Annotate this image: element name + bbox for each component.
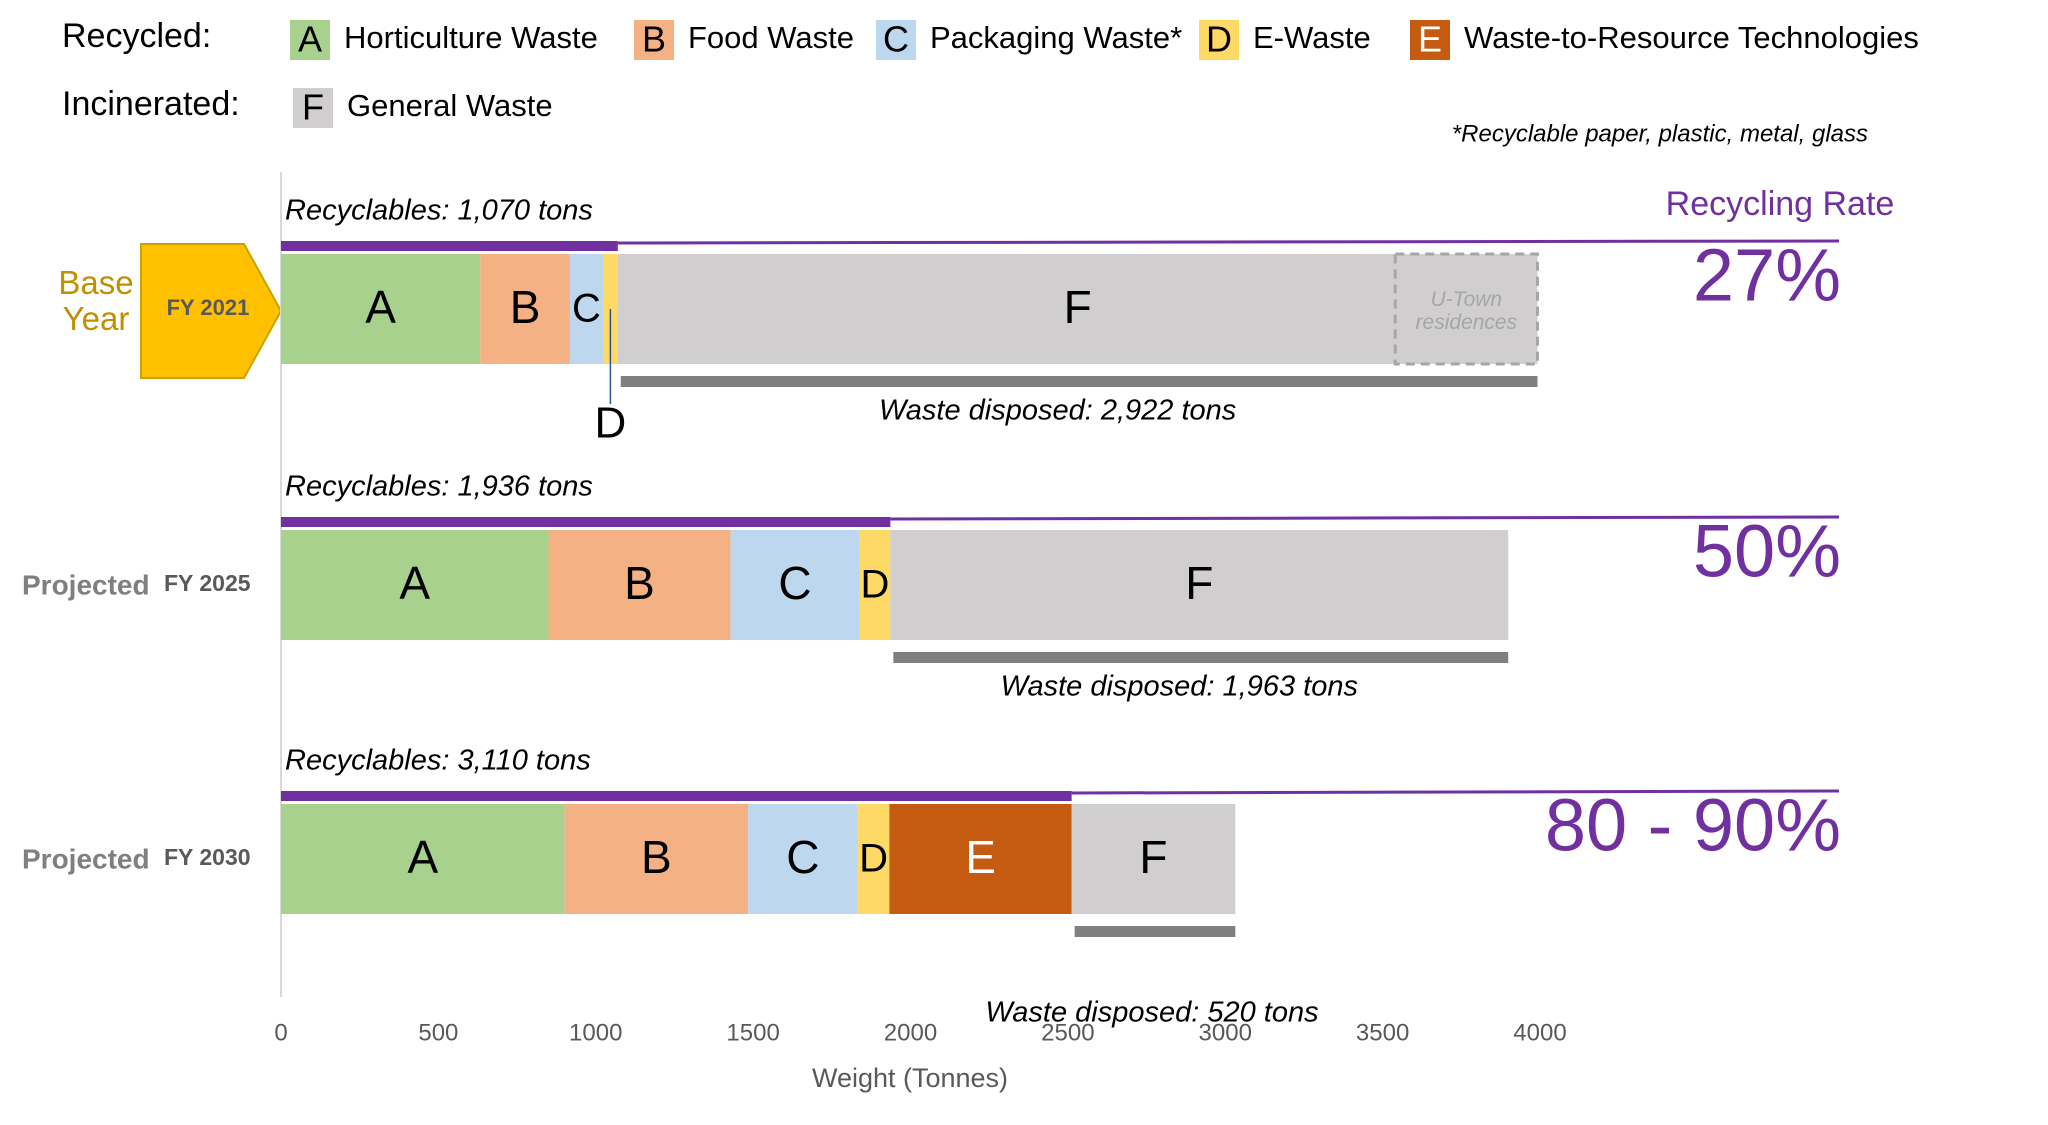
legend-label: E-Waste — [1253, 20, 1371, 55]
bar-segment — [569, 254, 603, 364]
legend-swatch — [1410, 20, 1450, 60]
rate-guide — [890, 515, 1840, 521]
segment-letter: D — [860, 563, 889, 607]
segment-letter: A — [365, 281, 396, 333]
legend-swatch — [293, 88, 333, 128]
bar-segment — [748, 804, 858, 914]
legend-label: Horticulture Waste — [344, 20, 598, 55]
legend-group-label: Incinerated: — [62, 85, 240, 123]
recyclables-bar — [281, 517, 891, 527]
segment-letter: D — [594, 399, 626, 448]
bar-segment — [890, 530, 1509, 640]
legend-swatch — [634, 20, 674, 60]
disposed-label: Waste disposed: 1,963 tons — [1001, 671, 1358, 703]
highlight-label: U-Town residences — [1415, 288, 1518, 335]
legend-label: Packaging Waste* — [930, 20, 1182, 55]
legend-swatch — [876, 20, 916, 60]
segment-letter: F — [1185, 557, 1213, 609]
bar-segment — [730, 530, 860, 640]
bar-segment — [1071, 804, 1236, 914]
x-tick-label: 500 — [418, 1019, 458, 1046]
legend-letter: E — [1418, 19, 1442, 60]
x-tick-label: 1000 — [569, 1019, 622, 1046]
disposed-bar — [620, 376, 1538, 387]
category-label: FY 2030 — [164, 844, 251, 870]
x-tick-label: 1500 — [726, 1019, 779, 1046]
segment-letter: B — [510, 281, 541, 333]
segment-letter: B — [641, 831, 672, 883]
x-tick-label: 3500 — [1356, 1019, 1409, 1046]
bar-segment — [889, 804, 1072, 914]
disposed-bar — [1074, 926, 1236, 937]
bar-segment — [281, 254, 481, 364]
segment-letter: A — [407, 831, 438, 883]
recyclables-label: Recyclables: 3,110 tons — [285, 745, 591, 777]
legend-swatch — [1199, 20, 1239, 60]
legend-label: General Waste — [347, 88, 553, 123]
x-tick-label: 0 — [274, 1019, 287, 1046]
legend-letter: B — [642, 19, 666, 60]
category-prefix: Base Year — [58, 264, 134, 338]
legend-letter: C — [883, 19, 909, 60]
disposed-label: Waste disposed: 2,922 tons — [879, 395, 1236, 427]
disposed-label: Waste disposed: 520 tons — [985, 997, 1318, 1029]
x-tick-label: 3000 — [1199, 1019, 1252, 1046]
segment-letter: F — [1064, 281, 1092, 333]
bar-segment — [617, 254, 1538, 364]
legend-letter: D — [1206, 19, 1232, 60]
rate-title: Recycling Rate — [1666, 185, 1895, 223]
recycling-rate: 27% — [1693, 234, 1841, 317]
rate-guide — [617, 239, 1840, 245]
recycling-rate: 50% — [1693, 510, 1841, 593]
segment-letter: F — [1139, 831, 1167, 883]
recycling-rate: 80 - 90% — [1545, 784, 1841, 867]
recyclables-bar — [281, 241, 618, 251]
highlight-box — [1393, 252, 1539, 366]
recyclables-label: Recyclables: 1,936 tons — [285, 471, 593, 503]
recyclables-label: Recyclables: 1,070 tons — [285, 195, 593, 227]
bar-segment — [281, 530, 549, 640]
segment-letter: A — [399, 557, 430, 609]
disposed-bar — [893, 652, 1509, 663]
legend-swatch — [290, 20, 330, 60]
legend-label: Food Waste — [688, 20, 854, 55]
category-prefix: Projected — [22, 843, 150, 874]
bar-segment — [859, 530, 891, 640]
rate-guide — [1071, 789, 1840, 795]
segment-letter: E — [965, 831, 996, 883]
segment-letter: D — [859, 837, 888, 881]
x-tick-label: 2000 — [884, 1019, 937, 1046]
x-tick-label: 4000 — [1513, 1019, 1566, 1046]
category-prefix: Projected — [22, 569, 150, 600]
recyclables-bar — [281, 791, 1072, 801]
segment-letter: B — [624, 557, 655, 609]
bar-segment — [548, 530, 731, 640]
legend-letter: F — [302, 87, 324, 128]
bar-segment — [480, 254, 570, 364]
footnote: *Recyclable paper, plastic, metal, glass — [1452, 120, 1868, 147]
x-axis-label: Weight (Tonnes) — [812, 1063, 1008, 1093]
segment-letter: C — [786, 831, 819, 883]
bar-segment — [564, 804, 749, 914]
bar-segment — [857, 804, 890, 914]
legend-label: Waste-to-Resource Technologies — [1464, 20, 1919, 55]
legend-letter: A — [298, 19, 322, 60]
segment-letter: C — [778, 557, 811, 609]
category-label: FY 2025 — [164, 570, 251, 596]
x-tick-label: 2500 — [1041, 1019, 1094, 1046]
category-label: FY 2021 — [167, 295, 250, 320]
bar-segment — [281, 804, 565, 914]
base-year-badge — [140, 243, 283, 379]
segment-letter: C — [572, 287, 601, 331]
legend-group-label: Recycled: — [62, 17, 211, 55]
